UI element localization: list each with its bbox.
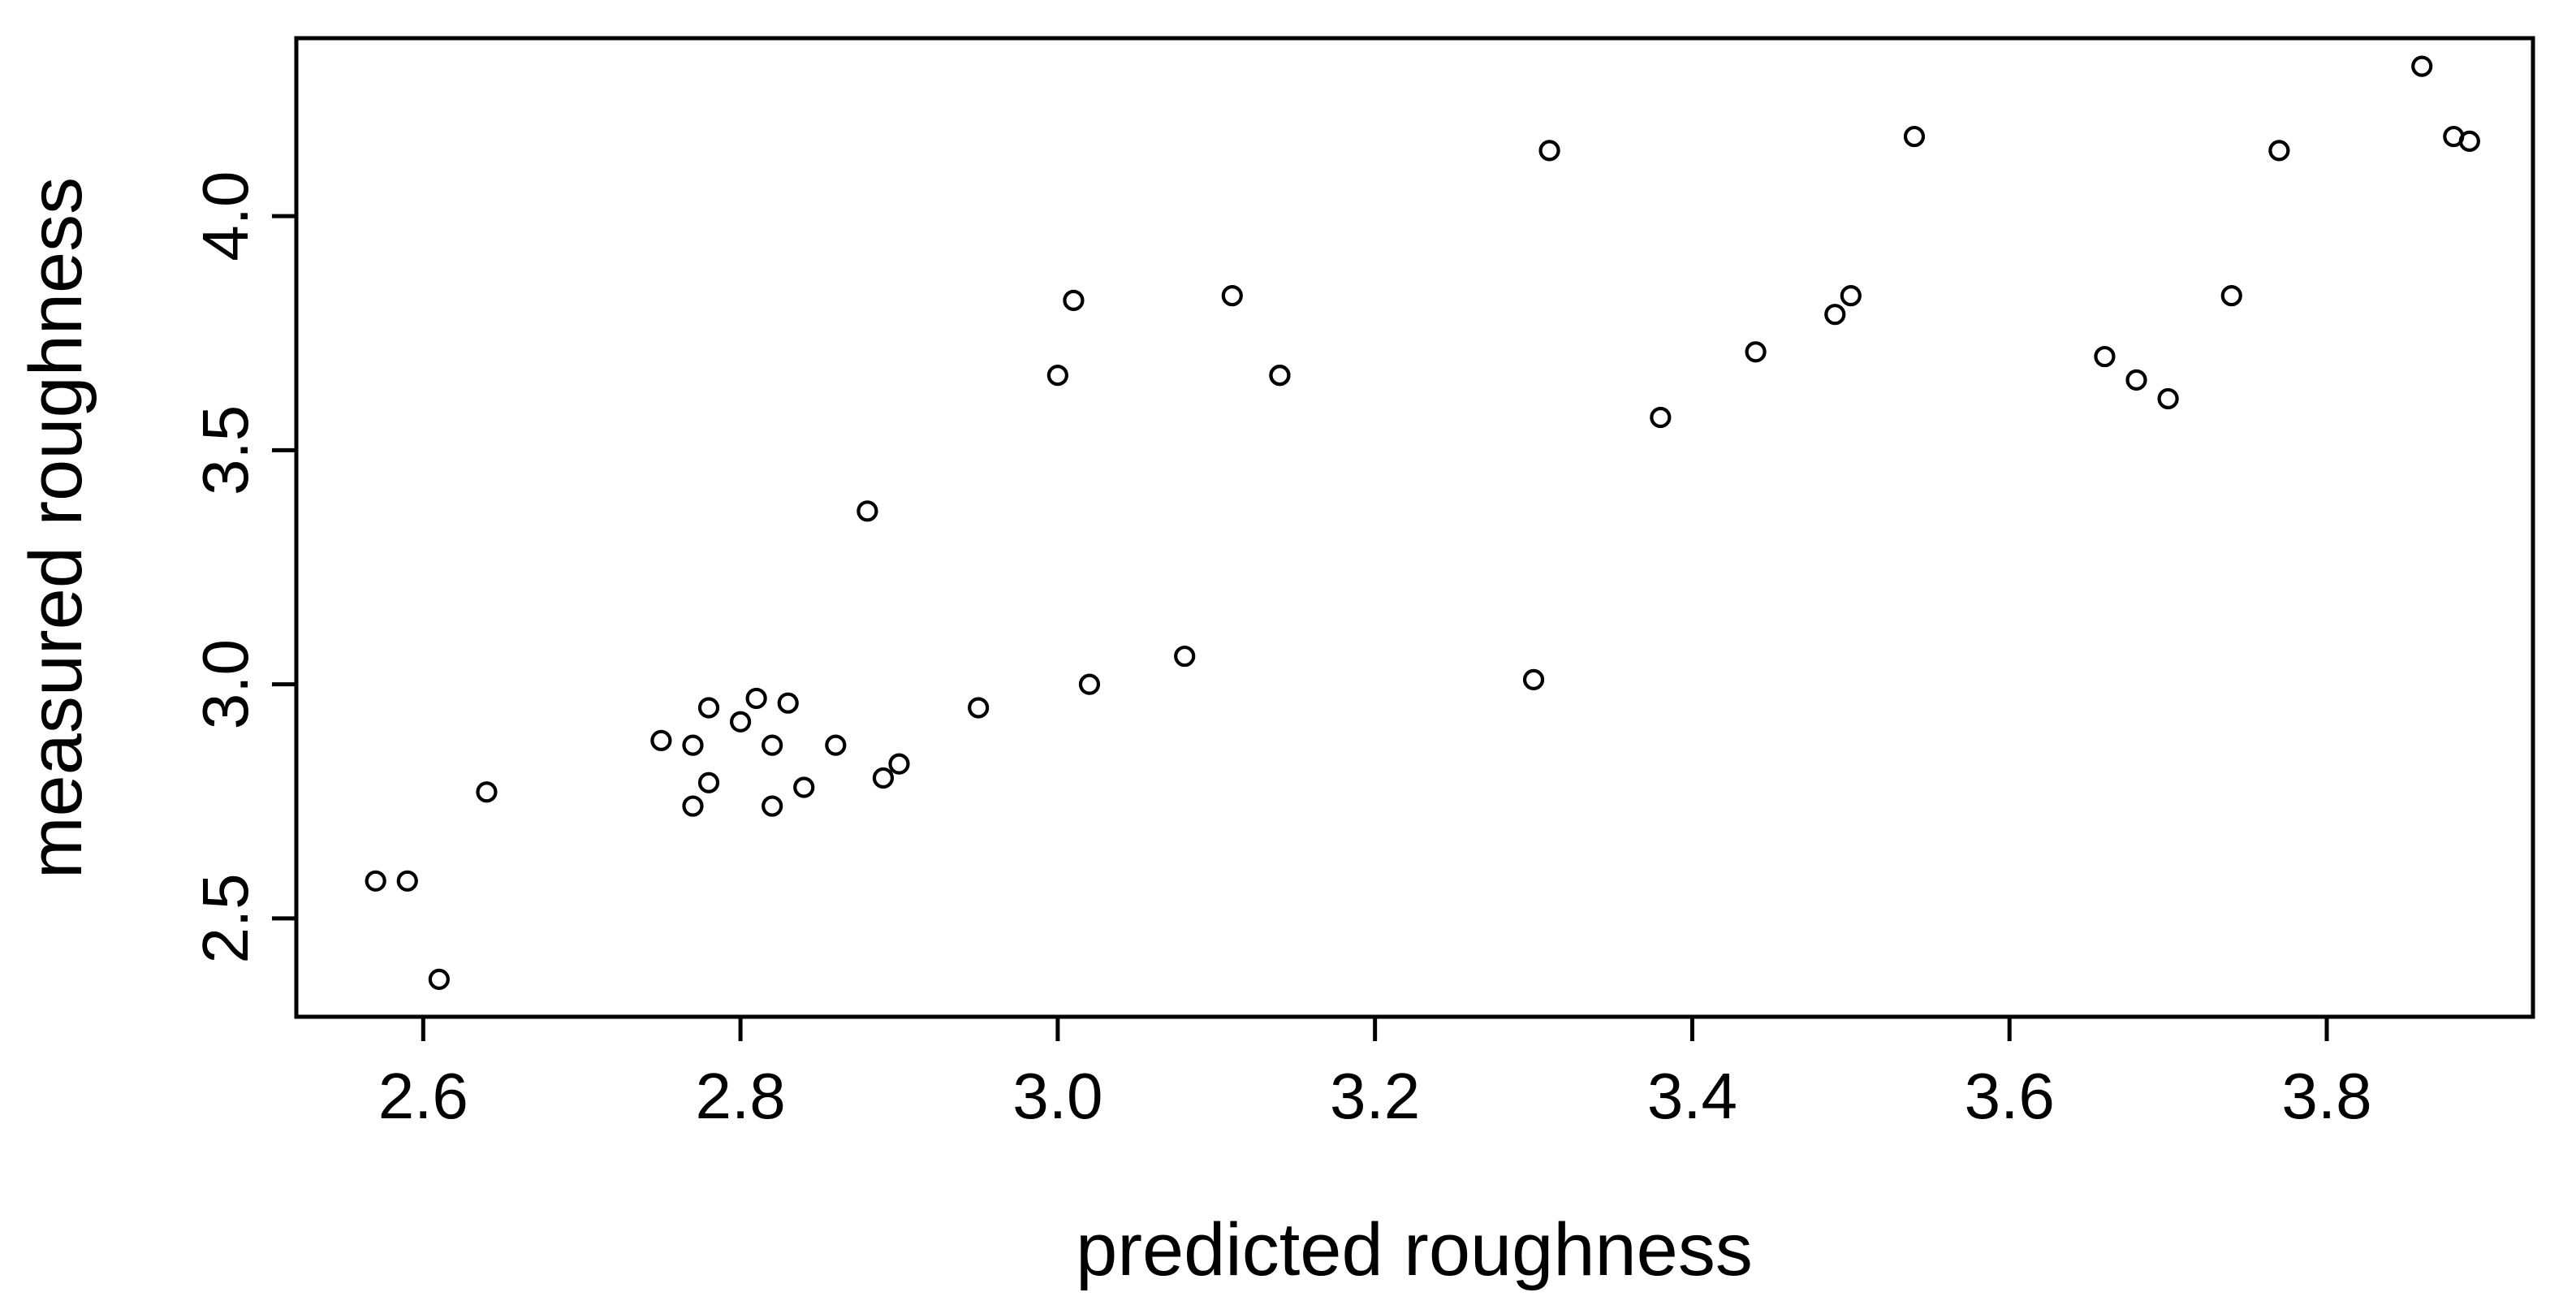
data-point [2268,140,2290,162]
data-point [1063,289,1085,311]
data-point [729,711,752,733]
data-point [793,776,815,798]
plot-frame [294,36,2535,1019]
data-point [2157,387,2179,410]
x-axis-ticks: 2.6 2.8 3.0 3.2 3.4 3.6 3.8 [378,1017,2372,1132]
x-axis-title: predicted roughness [1076,1208,1753,1291]
data-point [2125,369,2147,391]
data-point [762,734,783,756]
data-point [1221,285,1243,307]
y-tick-label: 2.5 [189,873,261,963]
data-point [2411,55,2433,77]
data-point [1269,365,1291,387]
data-point [1840,285,1862,307]
y-tick-label: 3.0 [189,639,261,729]
data-point [2458,130,2480,152]
data-point [1903,125,1926,148]
data-point [1824,304,1846,326]
data-point [428,968,450,990]
data-point [365,870,386,892]
y-tick-label: 3.5 [189,405,261,495]
x-tick-label: 3.8 [2281,1060,2371,1132]
data-point [825,734,847,756]
data-point [396,870,418,892]
data-point [1174,645,1196,668]
data-point [682,795,704,817]
y-axis-title: measured roughness [15,177,97,879]
data-point [745,687,767,710]
data-point [888,753,910,775]
data-point [697,772,720,793]
x-tick-label: 2.6 [378,1060,468,1132]
data-point [1538,140,1560,162]
data-point [697,697,720,719]
data-point [777,692,799,714]
data-point [1522,668,1545,690]
data-point [1046,365,1068,387]
data-point [1745,341,1767,363]
x-tick-label: 3.0 [1012,1060,1102,1132]
x-tick-label: 3.2 [1330,1060,1420,1132]
y-tick-label: 4.0 [189,171,261,261]
data-point [476,781,498,803]
data-point [2094,345,2116,368]
x-tick-label: 3.4 [1647,1060,1737,1132]
data-point [1078,673,1101,695]
data-point [1650,406,1672,429]
data-point [762,795,783,817]
data-point [682,734,704,756]
data-points [365,55,2480,990]
x-tick-label: 2.8 [695,1060,785,1132]
x-tick-label: 3.6 [1965,1060,2055,1132]
y-axis-ticks: 2.5 3.0 3.5 4.0 [189,171,296,964]
data-point [650,729,672,751]
data-point [2220,285,2242,307]
data-point [968,697,990,719]
data-point [872,767,895,789]
data-point [857,500,878,522]
